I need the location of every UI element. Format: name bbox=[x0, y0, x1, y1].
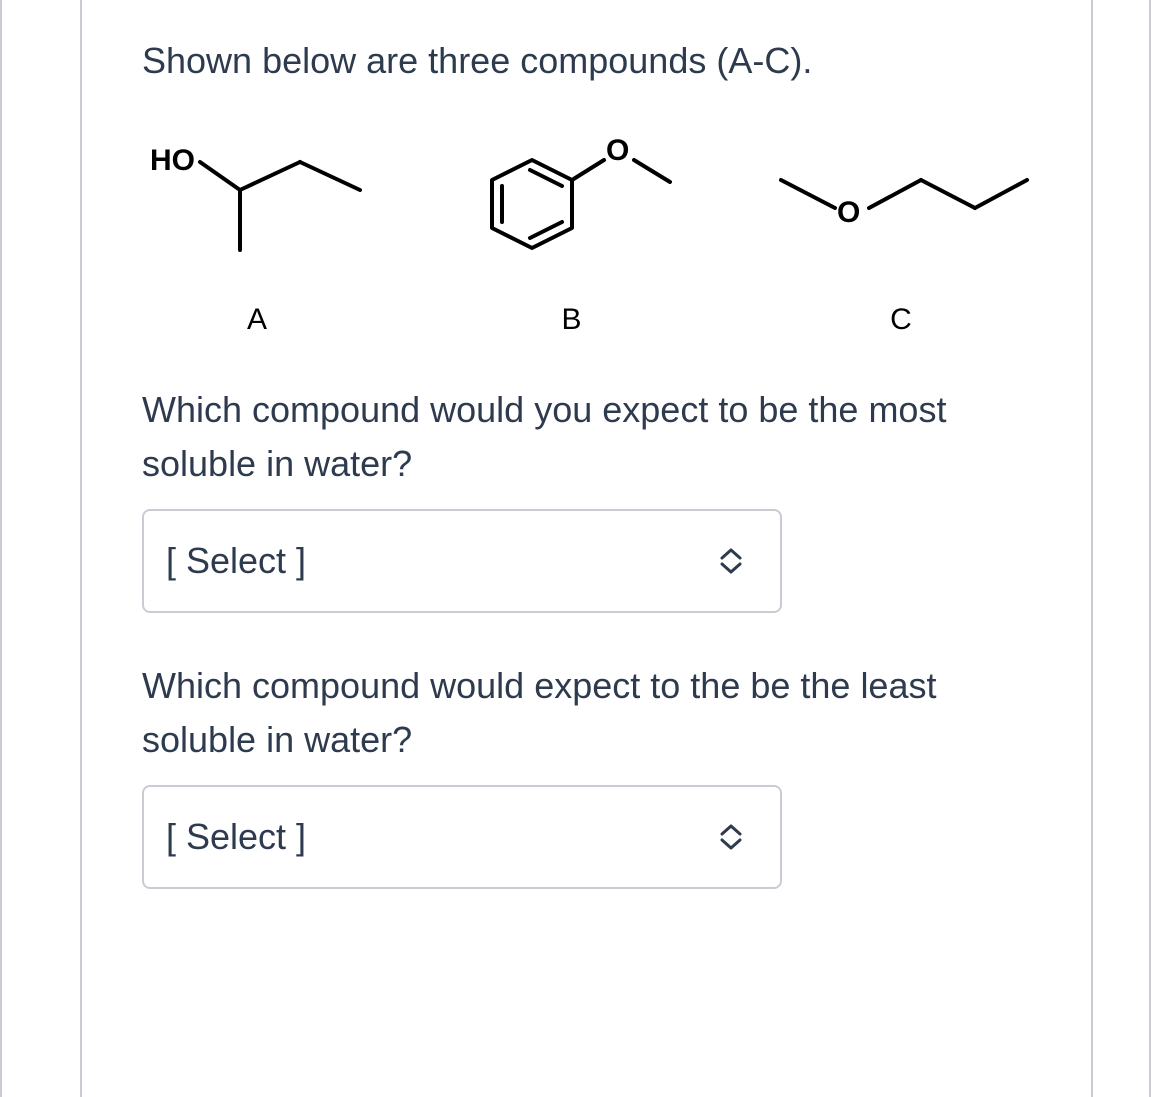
intro-text: Shown below are three compounds (A-C). bbox=[142, 38, 1031, 85]
compound-b-structure: O bbox=[452, 125, 692, 275]
compound-b-label: B bbox=[561, 303, 581, 337]
question-card-outer: Shown below are three compounds (A-C). H… bbox=[0, 0, 1151, 1097]
updown-icon bbox=[720, 548, 742, 574]
compound-a-structure: HO bbox=[142, 125, 372, 275]
question-1-select[interactable]: [ Select ] bbox=[142, 509, 782, 613]
compound-c-structure: O bbox=[771, 125, 1031, 275]
compound-c-label: C bbox=[890, 303, 912, 337]
compound-b: O B bbox=[452, 125, 692, 337]
question-1-post: soluble in water? bbox=[142, 443, 412, 484]
question-2-post: soluble in water? bbox=[142, 719, 412, 760]
atom-label-ho: HO bbox=[150, 144, 195, 177]
question-2-select[interactable]: [ Select ] bbox=[142, 785, 782, 889]
question-2-emph: least bbox=[860, 665, 936, 706]
question-1-text: Which compound would you expect to be th… bbox=[142, 383, 1031, 491]
compound-a: HO A bbox=[142, 125, 372, 337]
question-1-select-value: [ Select ] bbox=[166, 540, 306, 582]
question-1-pre: Which compound would you expect to be th… bbox=[142, 389, 868, 430]
question-2-text: Which compound would expect to the be th… bbox=[142, 659, 1031, 767]
atom-label-o-b: O bbox=[606, 134, 629, 167]
atom-label-o-c: O bbox=[837, 196, 860, 229]
compound-a-label: A bbox=[247, 303, 267, 337]
compounds-row: HO A bbox=[142, 125, 1031, 337]
question-1-emph: most bbox=[868, 389, 946, 430]
compound-c: O C bbox=[771, 125, 1031, 337]
question-card-inner: Shown below are three compounds (A-C). H… bbox=[80, 0, 1093, 1097]
updown-icon bbox=[720, 824, 742, 850]
question-2-pre: Which compound would expect to the be th… bbox=[142, 665, 860, 706]
question-2-select-value: [ Select ] bbox=[166, 816, 306, 858]
